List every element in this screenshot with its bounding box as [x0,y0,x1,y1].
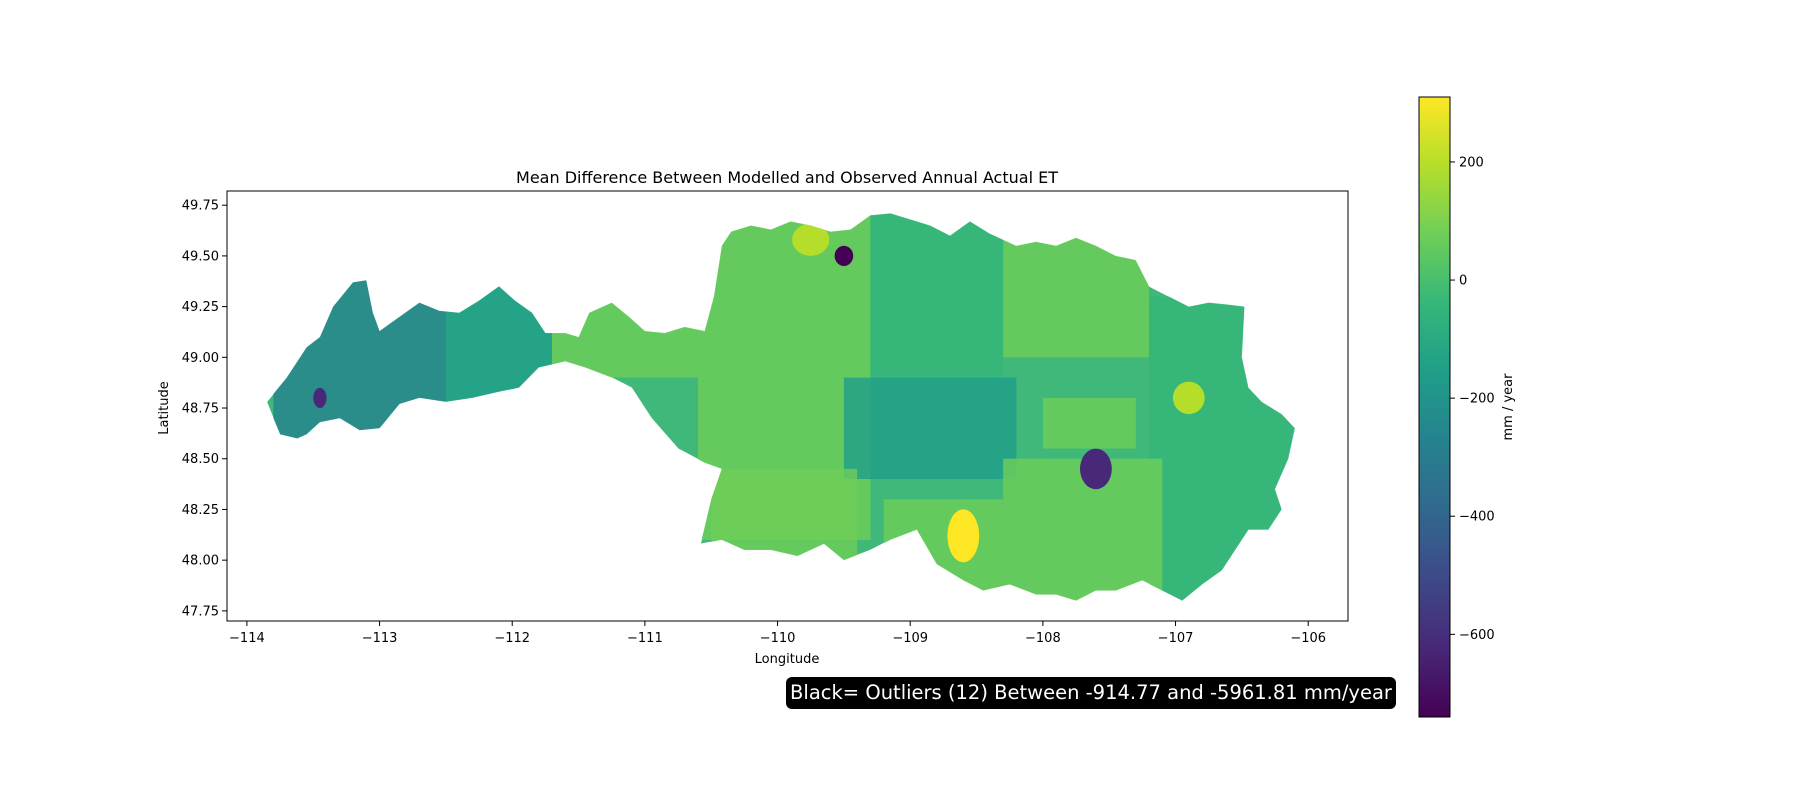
subbasin-patch [711,468,858,561]
colorbar-ticks: 200 0 −200 −400 −600 [1450,155,1495,643]
x-tick-label: −106 [1290,631,1326,646]
subbasin-highlight [792,223,830,256]
colorbar-tick-label: −400 [1459,510,1495,525]
map-title: Mean Difference Between Modelled and Obs… [516,168,1058,187]
subbasin-patch [870,213,1004,378]
subbasin-patch [1003,215,1149,358]
subbasin-patches [273,213,1295,601]
outlier-note-box [786,677,1396,709]
y-axis-ticks: 47.75 48.00 48.25 48.50 48.75 49.00 49.25 49.50… [182,199,227,619]
y-tick-label: 48.75 [182,402,219,417]
subbasin-patch [273,276,446,449]
x-tick-label: −107 [1158,631,1194,646]
subbasin-patch [1003,458,1163,601]
subbasin-patch [1149,296,1295,601]
x-tick-label: −109 [892,631,928,646]
colorbar-tick-label: −200 [1459,392,1495,407]
subbasin-patch [843,377,1017,479]
x-tick-label: −112 [494,631,530,646]
subbasin-highlight [313,387,327,408]
subbasin-highlight [1080,448,1112,490]
y-tick-label: 49.50 [182,249,219,264]
subbasin-highlight [1172,381,1205,415]
map-axes-frame [226,190,1349,622]
x-axis-label: Longitude [755,652,820,667]
colorbar-tick-label: −600 [1459,628,1495,643]
y-tick-label: 49.25 [182,300,219,315]
outlier-note: Black= Outliers (12) Between -914.77 and… [790,681,1392,704]
y-tick-label: 47.75 [182,604,219,619]
y-axis-label: Latitude [157,381,172,435]
y-tick-label: 48.00 [182,554,219,569]
colorbar-tick-label: 200 [1459,155,1484,170]
colorbar-label: mm / year [1501,373,1516,441]
x-tick-label: −110 [760,631,796,646]
subbasin-highlight [834,245,854,266]
y-tick-label: 48.50 [182,452,219,467]
y-tick-label: 49.00 [182,351,219,366]
colorbar-tick-label: 0 [1459,274,1467,289]
colorbar [1418,96,1451,718]
x-tick-label: −111 [627,631,663,646]
x-tick-label: −113 [362,631,398,646]
x-tick-label: −108 [1025,631,1061,646]
y-tick-label: 48.25 [182,503,219,518]
x-axis-ticks: −114 −113 −112 −111 −110 −109 −108 −107 −106 [229,621,1326,646]
x-tick-label: −114 [229,631,265,646]
subbasin-patch [445,286,552,408]
y-tick-label: 49.75 [182,199,219,214]
subbasin-patch [1042,397,1136,449]
map-layer [266,212,1296,602]
subbasin-highlight [947,509,980,563]
subbasin-patch [552,296,698,378]
subbasin-patch [883,499,1004,601]
